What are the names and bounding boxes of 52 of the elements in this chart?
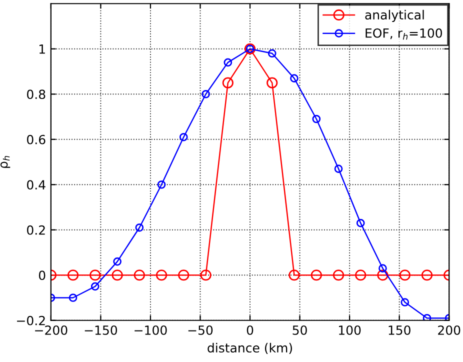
point xyxy=(156,270,168,281)
y-tick-label: 0.2 xyxy=(27,225,45,235)
point xyxy=(334,164,343,173)
point xyxy=(421,270,433,281)
y-tick-label: 0.6 xyxy=(27,134,46,144)
point xyxy=(90,270,101,281)
x-tick-label: −150 xyxy=(84,325,118,335)
point xyxy=(67,270,79,281)
y-tick-label: 0 xyxy=(38,270,46,280)
point xyxy=(355,270,366,281)
y-axis-title: ρ$_{h}$ xyxy=(0,156,10,168)
point xyxy=(266,77,278,88)
point xyxy=(422,314,432,320)
point xyxy=(399,270,410,281)
point xyxy=(68,294,78,302)
point xyxy=(356,218,365,228)
point xyxy=(134,270,145,281)
legend-label: analytical xyxy=(365,10,424,22)
point xyxy=(222,77,234,88)
point xyxy=(290,74,298,82)
x-tick-label: −100 xyxy=(134,325,167,335)
point xyxy=(200,270,212,281)
x-tick-label: −50 xyxy=(188,325,213,335)
point xyxy=(112,270,123,281)
x-tick-label: 200 xyxy=(438,325,460,335)
point xyxy=(310,270,322,281)
point xyxy=(179,132,188,142)
point xyxy=(400,298,410,306)
x-tick-label: 150 xyxy=(388,325,410,335)
x-tick-label: 100 xyxy=(339,325,361,335)
x-tick-label: 50 xyxy=(292,325,307,335)
y-tick-label: −0.2 xyxy=(17,316,45,326)
point xyxy=(113,257,122,266)
point xyxy=(377,270,388,281)
point xyxy=(312,114,321,124)
point xyxy=(224,58,232,67)
point xyxy=(332,270,344,281)
point xyxy=(268,49,276,58)
legend-label: EOF, r$_{h}$=100 xyxy=(366,28,442,40)
x-tick-label: 0 xyxy=(246,325,254,335)
point xyxy=(288,270,300,281)
y-tick-label: 1 xyxy=(39,44,45,54)
x-axis-title: distance (km) xyxy=(208,342,292,354)
y-tick-label: 0.8 xyxy=(27,90,46,100)
point xyxy=(202,90,210,98)
point xyxy=(90,282,100,291)
point xyxy=(135,223,144,232)
point xyxy=(157,180,166,189)
point xyxy=(178,270,190,281)
x-tick-label: −200 xyxy=(35,325,68,335)
y-tick-label: 0.4 xyxy=(27,180,46,190)
point xyxy=(378,264,387,272)
